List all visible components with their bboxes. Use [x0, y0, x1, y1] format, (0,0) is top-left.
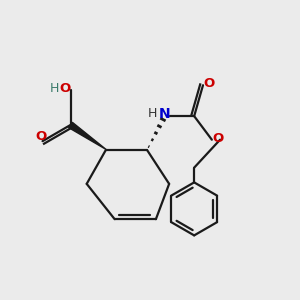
Text: O: O: [203, 77, 214, 90]
Text: H: H: [148, 107, 157, 120]
Text: O: O: [35, 130, 47, 143]
Polygon shape: [69, 122, 106, 149]
Text: O: O: [59, 82, 70, 95]
Text: N: N: [159, 107, 170, 121]
Text: H: H: [50, 82, 59, 95]
Text: O: O: [213, 132, 224, 145]
